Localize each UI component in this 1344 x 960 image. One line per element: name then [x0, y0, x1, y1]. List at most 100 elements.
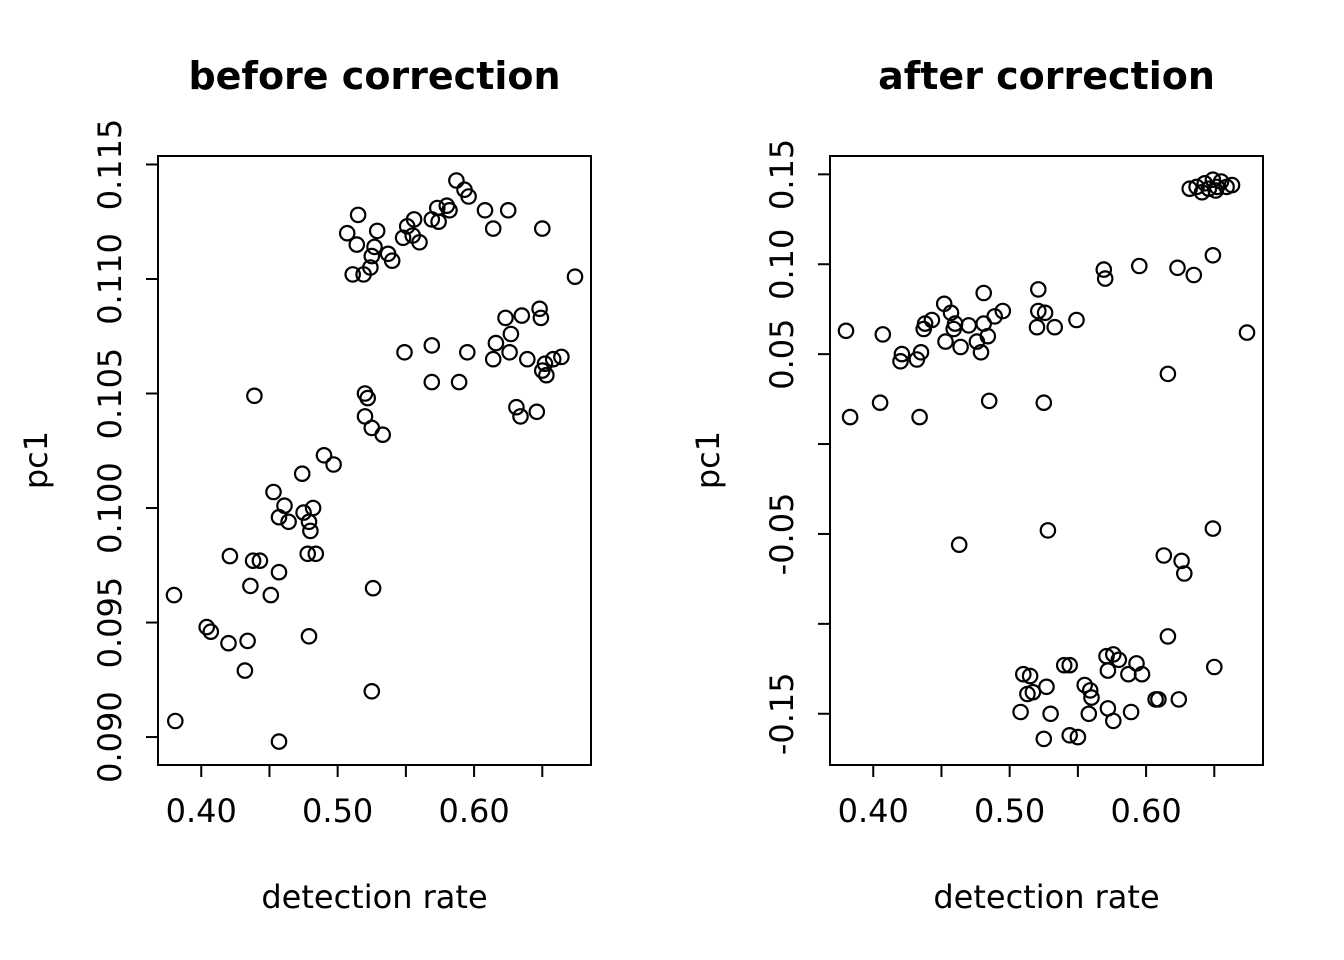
data-point — [1105, 712, 1122, 730]
data-point — [508, 398, 525, 416]
data-point — [1024, 683, 1042, 701]
data-point — [448, 172, 465, 189]
data-point — [363, 682, 381, 700]
data-point — [428, 199, 446, 217]
y-tick-label: 0.105 — [91, 348, 129, 440]
y-tick-label: 0.100 — [91, 462, 129, 554]
data-point — [359, 389, 376, 407]
data-point — [566, 268, 584, 285]
scatter-panel-before: 0.40 0.50 0.60 0.090 0.095 0.100 0.105 0.110 0.1… — [91, 119, 592, 830]
x-tick-label: 0.50 — [302, 792, 373, 830]
data-point — [423, 337, 441, 354]
data-point — [499, 202, 517, 219]
data-point — [1095, 261, 1113, 278]
data-point — [1131, 257, 1148, 275]
data-point — [1035, 730, 1053, 748]
data-point — [937, 333, 954, 350]
data-point — [1099, 662, 1117, 679]
x-axis-label-after: detection rate — [933, 878, 1160, 916]
data-point — [960, 317, 977, 334]
data-point — [1080, 705, 1098, 723]
data-point — [458, 343, 476, 361]
data-point — [512, 408, 529, 425]
data-point — [980, 392, 998, 410]
data-point — [476, 202, 494, 219]
data-point — [394, 229, 412, 247]
data-point — [251, 552, 269, 569]
data-point — [1188, 178, 1205, 196]
x-tick-label: 0.50 — [974, 792, 1045, 830]
data-point — [441, 202, 458, 219]
data-point — [1133, 665, 1151, 683]
x-tick-label: 0.40 — [166, 792, 237, 830]
data-point — [349, 206, 367, 224]
data-point — [239, 632, 256, 650]
data-point — [1042, 705, 1059, 723]
data-point — [1204, 247, 1222, 264]
data-point — [1068, 311, 1085, 329]
data-point — [1200, 180, 1218, 197]
data-point — [484, 220, 502, 237]
data-point — [1150, 691, 1167, 708]
scatter-panel-after: 0.40 0.50 0.60 -0.15 -0.05 0.05 0.10 0.15 — [763, 139, 1264, 830]
data-point — [1036, 304, 1054, 322]
data-point — [236, 662, 254, 679]
y-tick-label: 0.110 — [91, 233, 129, 325]
data-point — [302, 522, 319, 540]
data-point — [1204, 520, 1222, 537]
data-point — [841, 408, 859, 426]
data-point — [293, 465, 311, 482]
data-point — [1083, 689, 1100, 706]
data-point — [1159, 628, 1177, 645]
data-point — [262, 586, 280, 604]
data-point — [1105, 646, 1122, 663]
data-point — [952, 338, 969, 356]
data-point — [1155, 547, 1173, 564]
data-point — [979, 327, 997, 345]
data-point — [893, 345, 911, 363]
data-point — [348, 236, 366, 253]
data-point — [1110, 651, 1128, 669]
data-point — [220, 634, 237, 652]
data-point — [1173, 552, 1190, 570]
data-point — [1238, 324, 1256, 341]
data-point — [1039, 522, 1057, 539]
data-point — [1012, 703, 1029, 721]
data-point — [945, 320, 962, 338]
data-point — [1170, 691, 1188, 708]
data-point — [270, 508, 288, 526]
data-point — [1169, 259, 1186, 277]
data-point — [299, 545, 316, 563]
data-point — [487, 334, 505, 352]
data-point — [405, 211, 423, 228]
y-tick-label: 0.15 — [763, 139, 801, 210]
data-point — [1159, 365, 1177, 383]
data-point — [1021, 667, 1039, 685]
data-point — [325, 456, 342, 473]
data-point — [423, 373, 441, 391]
data-point — [307, 545, 325, 563]
data-point — [553, 348, 570, 366]
y-tick-label: -0.15 — [763, 672, 801, 755]
data-point — [344, 266, 361, 283]
data-point — [270, 733, 288, 750]
data-point — [1185, 266, 1203, 284]
x-tick-label: 0.60 — [1110, 792, 1181, 830]
data-point — [1081, 682, 1099, 699]
data-point — [533, 220, 551, 237]
data-point — [994, 302, 1012, 320]
data-point — [837, 322, 855, 340]
data-point — [270, 563, 288, 581]
data-point — [300, 627, 318, 645]
data-point — [202, 623, 220, 640]
data-point — [484, 350, 502, 368]
y-tick-label: 0.05 — [763, 319, 801, 390]
y-tick-label: 0.10 — [763, 229, 801, 300]
y-tick-label: 0.090 — [91, 691, 129, 783]
data-point — [892, 352, 909, 370]
data-point — [544, 350, 562, 368]
data-point — [355, 266, 372, 283]
y-tick-label: 0.095 — [91, 577, 129, 669]
data-point — [1035, 394, 1053, 411]
